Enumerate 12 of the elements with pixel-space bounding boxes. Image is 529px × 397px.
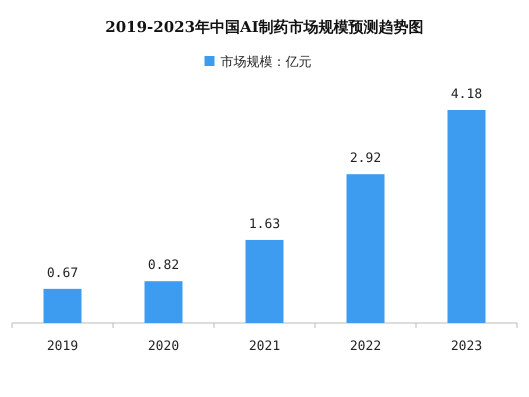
data-label: 0.67 <box>46 266 78 281</box>
data-label: 0.82 <box>148 258 180 274</box>
data-label: 4.18 <box>450 87 482 102</box>
x-tick-label: 2020 <box>148 339 180 354</box>
chart-title: 2019-2023年中国AI制药市场规模预测趋势图 <box>105 18 424 36</box>
data-label: 1.63 <box>248 216 280 232</box>
x-tick-label: 2022 <box>350 339 382 354</box>
legend: 市场规模：亿元 <box>204 55 312 70</box>
x-tick-label: 2019 <box>46 339 78 354</box>
data-label: 2.92 <box>350 151 382 166</box>
x-tick-label: 2021 <box>248 339 280 354</box>
x-tick-label: 2023 <box>450 339 482 354</box>
